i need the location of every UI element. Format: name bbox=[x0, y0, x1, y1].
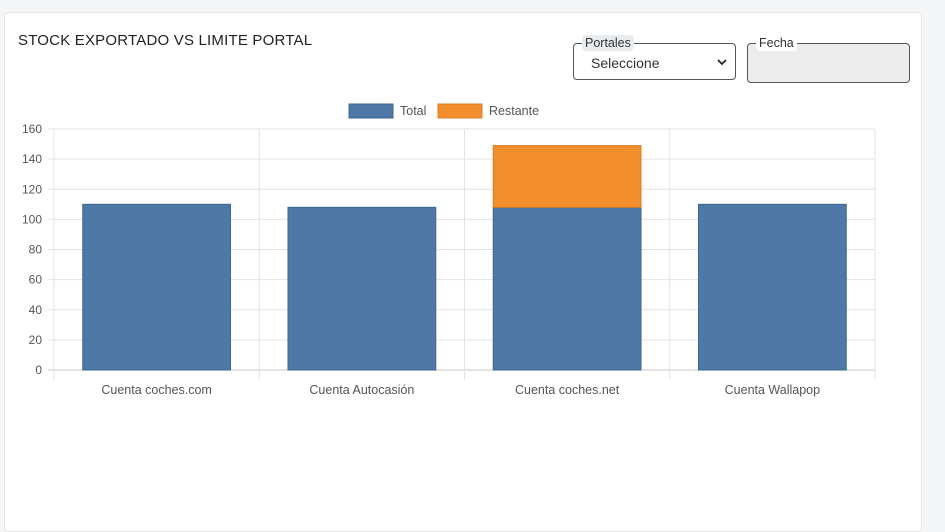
chart-bars bbox=[82, 145, 847, 371]
y-tick-label: 140 bbox=[22, 152, 42, 166]
x-axis: Cuenta coches.com Cuenta Autocasión Cuenta… bbox=[101, 383, 820, 397]
bar-total[interactable] bbox=[492, 206, 642, 371]
chart-panel-title: STOCK EXPORTADO VS LIMITE PORTAL bbox=[18, 32, 313, 49]
y-tick-label: 120 bbox=[22, 182, 42, 196]
y-tick-label: 160 bbox=[22, 122, 42, 136]
x-tick-label: Cuenta Wallapop bbox=[725, 383, 820, 397]
x-tick-label: Cuenta coches.net bbox=[515, 383, 620, 397]
chart-legend: Total Restante bbox=[348, 103, 539, 119]
portales-select[interactable]: Portales Seleccione bbox=[573, 35, 736, 80]
legend-label[interactable]: Restante bbox=[489, 104, 539, 118]
bar-restante[interactable] bbox=[492, 145, 642, 208]
portales-label: Portales bbox=[582, 35, 634, 51]
fecha-label: Fecha bbox=[756, 35, 797, 51]
y-tick-label: 0 bbox=[35, 363, 42, 377]
y-tick-label: 40 bbox=[29, 303, 43, 317]
y-tick-label: 80 bbox=[29, 243, 43, 257]
bar-total[interactable] bbox=[287, 206, 437, 371]
y-tick-label: 100 bbox=[22, 212, 42, 226]
fecha-field[interactable]: Fecha bbox=[747, 35, 910, 83]
bar-total[interactable] bbox=[82, 203, 232, 371]
legend-label[interactable]: Total bbox=[400, 104, 426, 118]
y-tick-label: 60 bbox=[29, 273, 43, 287]
x-tick-label: Cuenta Autocasión bbox=[309, 383, 414, 397]
x-tick-label: Cuenta coches.com bbox=[101, 383, 211, 397]
y-axis: 0 20 40 60 80 100 120 140 160 bbox=[22, 122, 42, 377]
y-tick-label: 20 bbox=[29, 333, 43, 347]
portales-selected-value: Seleccione bbox=[591, 55, 660, 71]
bar-total[interactable] bbox=[697, 203, 847, 371]
legend-swatch[interactable] bbox=[348, 103, 394, 119]
chevron-down-icon bbox=[717, 59, 727, 66]
legend-swatch[interactable] bbox=[437, 103, 483, 119]
